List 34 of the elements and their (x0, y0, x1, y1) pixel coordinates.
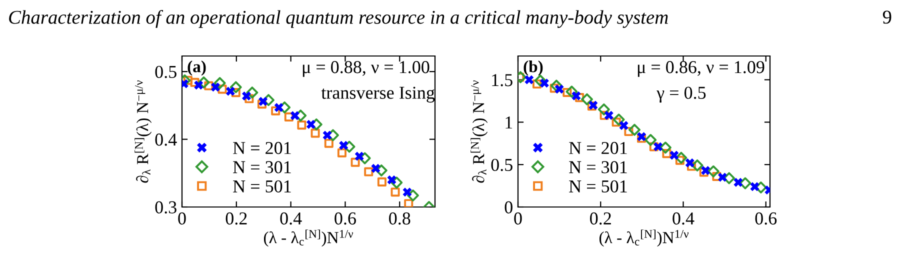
x-tick-label: 0.6 (755, 212, 777, 225)
x-tick-label: 0.8 (389, 212, 410, 225)
x-tick-label: 0.2 (226, 212, 247, 225)
annotation: μ = 0.86, ν = 1.09 (638, 61, 764, 77)
annotation: γ = 0.5 (656, 86, 706, 103)
x-tick-label: 0.2 (590, 212, 611, 225)
y-tick-label: 0.3 (155, 201, 176, 214)
legend-label: N = 301 (569, 161, 627, 174)
text: 9 (882, 10, 892, 24)
annotation: μ = 0.88, ν = 1.00 (302, 61, 430, 77)
legend-label: N = 501 (233, 180, 291, 192)
y-tick-label: 0 (504, 201, 512, 214)
legend-label: N = 201 (569, 142, 627, 154)
y-axis-title: ∂$_{λ}$ R$^{[N]}$(λ) N$^{−μ/ν}$ (470, 80, 488, 183)
y-tick-label: 0.5 (491, 158, 512, 172)
annotation: (b) (524, 60, 543, 76)
x-tick-label: 0.4 (672, 212, 694, 225)
x-tick-label: 0 (514, 212, 522, 225)
annotation: (a) (188, 60, 206, 76)
legend-label: N = 201 (233, 142, 291, 154)
annotation: transverse Ising (321, 86, 435, 103)
legend-label: N = 501 (569, 180, 627, 192)
x-tick-label: 0 (178, 212, 186, 225)
y-tick-label: 1.5 (492, 74, 512, 86)
legend-label: N = 301 (233, 161, 291, 174)
x-tick-label: 0.4 (280, 212, 302, 225)
y-tick-label: 0.5 (155, 66, 176, 78)
text: Characterization of an operational quantum resource in a critical many-body system (9, 10, 668, 28)
y-tick-label: 0.4 (155, 134, 177, 146)
x-axis-title: (λ - λ$_{c}$$^{[N]}$)N$^{1/ν}$ (264, 230, 354, 247)
y-axis-title: ∂$_{λ}$ R$^{[N]}$(λ) N$^{−μ/ν}$ (134, 80, 152, 183)
x-tick-label: 0.6 (334, 212, 356, 225)
x-axis-title: (λ - λ$_{c}$$^{[N]}$)N$^{1/ν}$ (599, 230, 689, 247)
y-tick-label: 1 (506, 116, 512, 128)
